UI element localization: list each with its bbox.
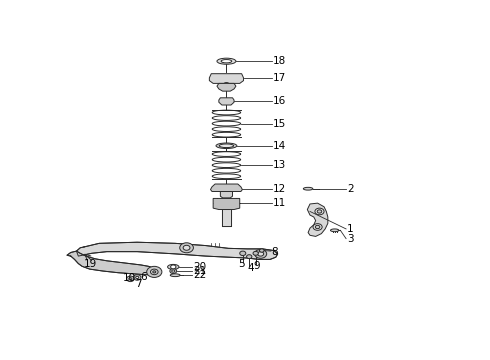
Ellipse shape bbox=[170, 274, 180, 276]
Text: 3: 3 bbox=[347, 234, 353, 244]
Text: 5: 5 bbox=[238, 259, 245, 269]
Polygon shape bbox=[220, 192, 233, 198]
Circle shape bbox=[129, 278, 132, 280]
Circle shape bbox=[180, 243, 194, 253]
Circle shape bbox=[315, 225, 320, 229]
Circle shape bbox=[150, 269, 158, 275]
Ellipse shape bbox=[303, 187, 313, 190]
Text: 13: 13 bbox=[273, 160, 286, 170]
Ellipse shape bbox=[168, 264, 179, 269]
Text: 11: 11 bbox=[273, 198, 286, 208]
Text: 12: 12 bbox=[273, 184, 286, 194]
Circle shape bbox=[240, 251, 246, 256]
Text: 4: 4 bbox=[247, 263, 254, 273]
Circle shape bbox=[133, 275, 141, 280]
Ellipse shape bbox=[216, 143, 237, 149]
Text: 8: 8 bbox=[271, 247, 278, 257]
Text: 14: 14 bbox=[273, 141, 286, 151]
Circle shape bbox=[172, 270, 175, 272]
Text: 21: 21 bbox=[193, 266, 206, 276]
Text: 20: 20 bbox=[193, 262, 206, 272]
Circle shape bbox=[126, 276, 134, 282]
Ellipse shape bbox=[330, 229, 339, 232]
Circle shape bbox=[171, 265, 176, 269]
Text: 22: 22 bbox=[193, 270, 206, 280]
Circle shape bbox=[260, 249, 264, 252]
Circle shape bbox=[153, 271, 156, 273]
Circle shape bbox=[313, 224, 322, 230]
Text: 1: 1 bbox=[347, 224, 353, 234]
Text: 9: 9 bbox=[254, 261, 260, 270]
Circle shape bbox=[223, 82, 229, 87]
Ellipse shape bbox=[217, 58, 236, 64]
Text: 18: 18 bbox=[273, 56, 286, 66]
Circle shape bbox=[147, 266, 162, 278]
Polygon shape bbox=[67, 251, 157, 275]
Polygon shape bbox=[219, 98, 234, 105]
Text: 2: 2 bbox=[347, 184, 353, 194]
Circle shape bbox=[183, 245, 190, 250]
Text: 19: 19 bbox=[84, 260, 98, 269]
Circle shape bbox=[258, 252, 264, 256]
Text: 15: 15 bbox=[273, 118, 286, 129]
Polygon shape bbox=[209, 74, 244, 84]
Polygon shape bbox=[307, 203, 328, 237]
Polygon shape bbox=[211, 184, 243, 192]
Circle shape bbox=[170, 269, 177, 274]
Text: 16: 16 bbox=[273, 96, 286, 107]
Circle shape bbox=[317, 210, 322, 213]
Ellipse shape bbox=[221, 59, 232, 63]
Text: 17: 17 bbox=[273, 73, 286, 84]
Circle shape bbox=[246, 255, 252, 258]
Circle shape bbox=[254, 249, 267, 258]
Circle shape bbox=[315, 208, 324, 215]
Ellipse shape bbox=[219, 144, 234, 148]
Text: 7: 7 bbox=[135, 279, 142, 288]
Circle shape bbox=[253, 251, 258, 255]
Text: 10: 10 bbox=[123, 273, 136, 283]
Polygon shape bbox=[213, 198, 240, 210]
Polygon shape bbox=[76, 242, 278, 260]
Polygon shape bbox=[217, 84, 236, 91]
Circle shape bbox=[136, 276, 139, 279]
Text: 6: 6 bbox=[140, 271, 147, 282]
